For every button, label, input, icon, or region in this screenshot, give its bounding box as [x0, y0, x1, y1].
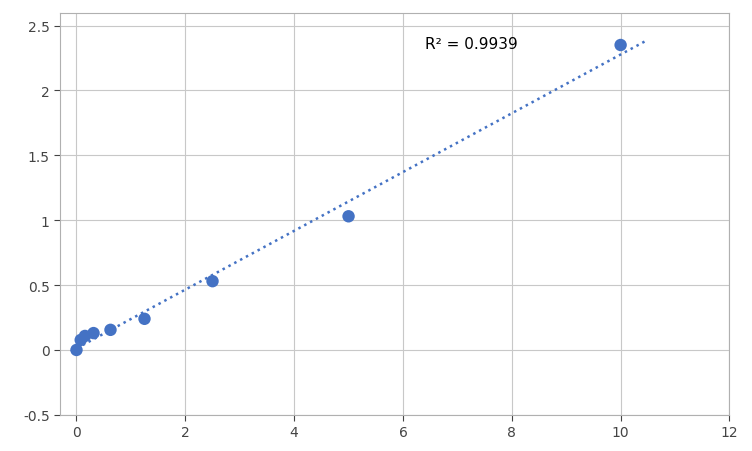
Point	[87, 330, 99, 337]
Point	[207, 278, 219, 285]
Point	[138, 316, 150, 323]
Text: R² = 0.9939: R² = 0.9939	[425, 37, 517, 52]
Point	[105, 327, 117, 334]
Point	[342, 213, 354, 221]
Point	[614, 42, 626, 50]
Point	[79, 332, 91, 340]
Point	[71, 346, 83, 354]
Point	[74, 336, 86, 344]
